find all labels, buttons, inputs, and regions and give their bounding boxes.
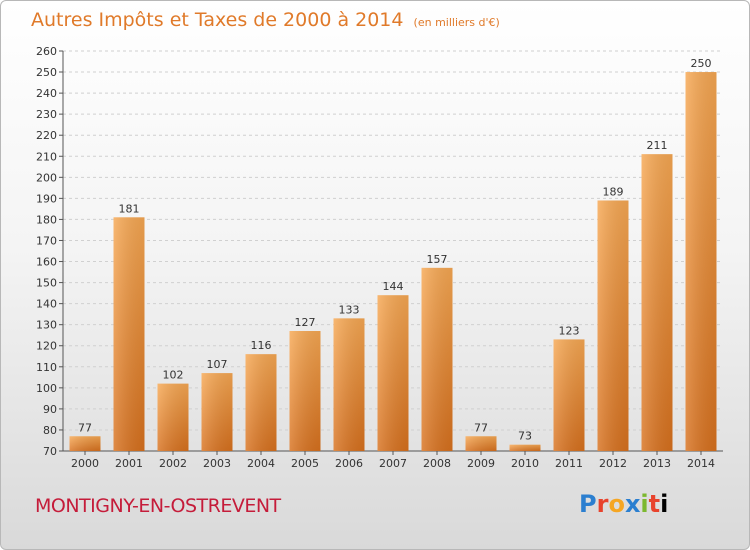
bar-shading (509, 444, 541, 451)
y-tick-label: 130 (36, 319, 57, 332)
data-label: 211 (647, 139, 668, 152)
x-tick-label: 2010 (511, 457, 539, 470)
bar-shading (69, 436, 101, 451)
bar-shading (157, 383, 189, 451)
x-tick-label: 2002 (159, 457, 187, 470)
y-tick-label: 190 (36, 192, 57, 205)
y-tick-label: 260 (36, 45, 57, 58)
x-tick-label: 2009 (467, 457, 495, 470)
y-tick-label: 120 (36, 340, 57, 353)
x-tick-label: 2014 (687, 457, 715, 470)
bar-shading (245, 354, 277, 451)
data-label: 157 (427, 253, 448, 266)
chart-subtitle: (en milliers d'€) (413, 16, 500, 29)
x-tick-label: 2000 (71, 457, 99, 470)
x-tick-label: 2005 (291, 457, 319, 470)
y-tick-label: 90 (43, 403, 57, 416)
y-tick-label: 110 (36, 361, 57, 374)
y-tick-label: 80 (43, 424, 57, 437)
x-tick-label: 2007 (379, 457, 407, 470)
logo-letter: i (660, 490, 669, 518)
x-tick-label: 2001 (115, 457, 143, 470)
data-label: 77 (78, 421, 92, 434)
data-label: 73 (518, 430, 532, 443)
y-tick-label: 200 (36, 171, 57, 184)
bar-shading (201, 373, 233, 451)
data-label: 116 (251, 339, 272, 352)
chart-title-text: Autres Impôts et Taxes de 2000 à 2014 (31, 9, 404, 31)
bar-shading (465, 436, 497, 451)
data-label: 144 (383, 280, 404, 293)
commune-name: MONTIGNY-EN-OSTREVENT (35, 495, 281, 517)
data-label: 107 (207, 358, 228, 371)
bar-shading (641, 154, 673, 451)
data-label: 189 (603, 185, 624, 198)
y-tick-label: 220 (36, 129, 57, 142)
data-label: 77 (474, 421, 488, 434)
x-tick-label: 2013 (643, 457, 671, 470)
x-tick-label: 2003 (203, 457, 231, 470)
data-label: 123 (559, 324, 580, 337)
y-tick-label: 160 (36, 256, 57, 269)
data-label: 133 (339, 303, 360, 316)
data-label: 181 (119, 202, 140, 215)
y-tick-label: 250 (36, 66, 57, 79)
logo-letter: x (624, 490, 641, 518)
bar-shading (597, 200, 629, 451)
x-tick-label: 2004 (247, 457, 275, 470)
logo-letter: r (596, 490, 609, 518)
bar-shading (333, 318, 365, 451)
bar-shading (289, 331, 321, 451)
y-tick-label: 140 (36, 298, 57, 311)
y-tick-label: 230 (36, 108, 57, 121)
proxiti-logo: Proxiti (579, 490, 668, 518)
labels: 7080901001101201301401501601701801902002… (36, 45, 715, 470)
y-tick-label: 170 (36, 234, 57, 247)
logo-letter: i (640, 490, 649, 518)
data-label: 127 (295, 316, 316, 329)
y-tick-label: 240 (36, 87, 57, 100)
y-tick-label: 210 (36, 150, 57, 163)
data-label: 102 (163, 369, 184, 382)
y-tick-label: 180 (36, 213, 57, 226)
x-tick-label: 2008 (423, 457, 451, 470)
x-tick-label: 2011 (555, 457, 583, 470)
chart-title: Autres Impôts et Taxes de 2000 à 2014 (e… (31, 9, 500, 31)
logo-letter: P (579, 490, 597, 518)
y-tick-label: 70 (43, 445, 57, 458)
bar-shading (553, 339, 585, 451)
bar-shading (377, 295, 409, 451)
bars (69, 72, 717, 451)
data-label: 250 (691, 57, 712, 70)
y-tick-label: 150 (36, 277, 57, 290)
logo-letter: t (648, 490, 661, 518)
bar-shading (113, 217, 145, 451)
bar-shading (421, 267, 453, 451)
x-tick-label: 2006 (335, 457, 363, 470)
y-tick-label: 100 (36, 382, 57, 395)
x-tick-label: 2012 (599, 457, 627, 470)
bar-shading (685, 72, 717, 451)
logo-letter: o (608, 490, 625, 518)
